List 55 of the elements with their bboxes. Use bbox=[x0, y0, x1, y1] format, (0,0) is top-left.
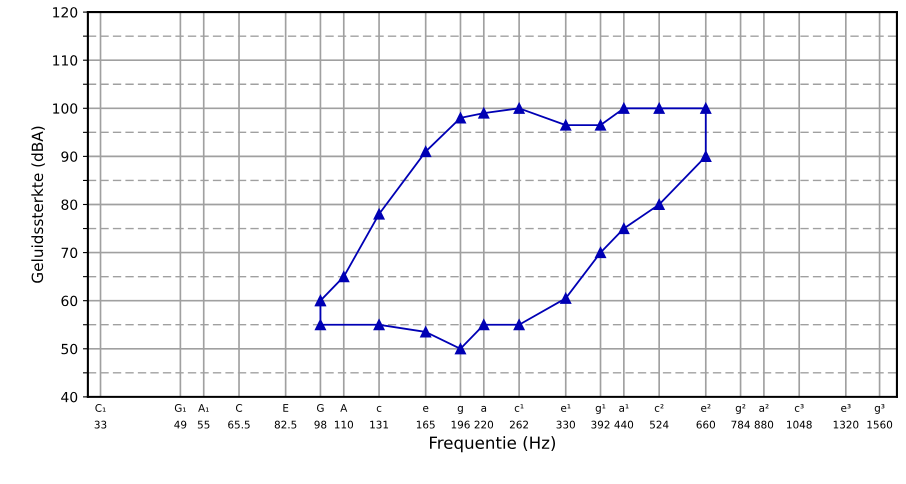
y-tick-label: 80 bbox=[61, 199, 78, 210]
text: a bbox=[481, 406, 486, 412]
x-tick-label: 330 bbox=[556, 420, 575, 429]
y-tick-label: 100 bbox=[53, 103, 78, 114]
text: c bbox=[376, 406, 382, 412]
x-tick-label: 440 bbox=[614, 420, 634, 429]
text: a² bbox=[759, 404, 769, 412]
x-tick-label: 524 bbox=[650, 420, 669, 429]
y-tick-label: 60 bbox=[61, 296, 78, 306]
x-tick-label: 1560 bbox=[867, 420, 892, 429]
text: c² bbox=[654, 404, 664, 412]
text: G bbox=[316, 404, 324, 412]
x-tick-label: 131 bbox=[370, 420, 388, 429]
text: e¹ bbox=[561, 404, 570, 412]
text: C bbox=[236, 404, 242, 412]
text: E bbox=[283, 404, 288, 412]
x-tick-label: 1048 bbox=[787, 420, 812, 429]
x-tick-label: 33 bbox=[94, 420, 106, 429]
y-axis-title: Geluidssterkte (dBA) bbox=[31, 126, 45, 283]
y-tick-label: 40 bbox=[61, 392, 78, 402]
text: G₁ bbox=[174, 404, 186, 412]
x-tick-label: 784 bbox=[731, 420, 750, 429]
text: a¹ bbox=[619, 404, 629, 412]
text: c³ bbox=[794, 404, 804, 412]
text: e bbox=[423, 406, 428, 412]
y-tick-label: 120 bbox=[53, 7, 78, 18]
text: g¹ bbox=[596, 404, 606, 414]
text: C₁ bbox=[95, 404, 106, 412]
x-tick-label: 82.5 bbox=[274, 420, 296, 429]
text: c¹ bbox=[514, 404, 524, 412]
text: g² bbox=[736, 404, 746, 414]
x-tick-label: 660 bbox=[696, 420, 716, 429]
x-tick-label: 262 bbox=[510, 420, 528, 429]
text: g³ bbox=[874, 404, 884, 414]
x-tick-label: 49 bbox=[174, 420, 186, 429]
x-tick-label: 55 bbox=[198, 420, 210, 429]
y-tick-label: 50 bbox=[62, 344, 78, 354]
x-tick-label: 110 bbox=[334, 420, 354, 429]
text: e² bbox=[701, 404, 710, 412]
text: A bbox=[340, 404, 348, 412]
x-tick-label: 65.5 bbox=[228, 420, 250, 429]
x-tick-label: 1320 bbox=[834, 420, 858, 429]
text: e³ bbox=[841, 404, 851, 412]
y-tick-label: 110 bbox=[53, 55, 78, 66]
x-tick-label: 220 bbox=[474, 420, 494, 429]
x-tick-label: 880 bbox=[754, 420, 774, 429]
y-tick-label: 90 bbox=[61, 151, 78, 162]
text: A₁ bbox=[198, 404, 209, 412]
text: g bbox=[458, 406, 463, 414]
x-tick-label: 392 bbox=[591, 420, 610, 429]
x-tick-label: 165 bbox=[416, 420, 435, 429]
x-axis-title: Frequentie (Hz) bbox=[430, 436, 556, 452]
x-tick-label: 196 bbox=[452, 420, 470, 429]
y-tick-label: 70 bbox=[62, 248, 78, 258]
x-tick-label: 98 bbox=[314, 420, 326, 429]
